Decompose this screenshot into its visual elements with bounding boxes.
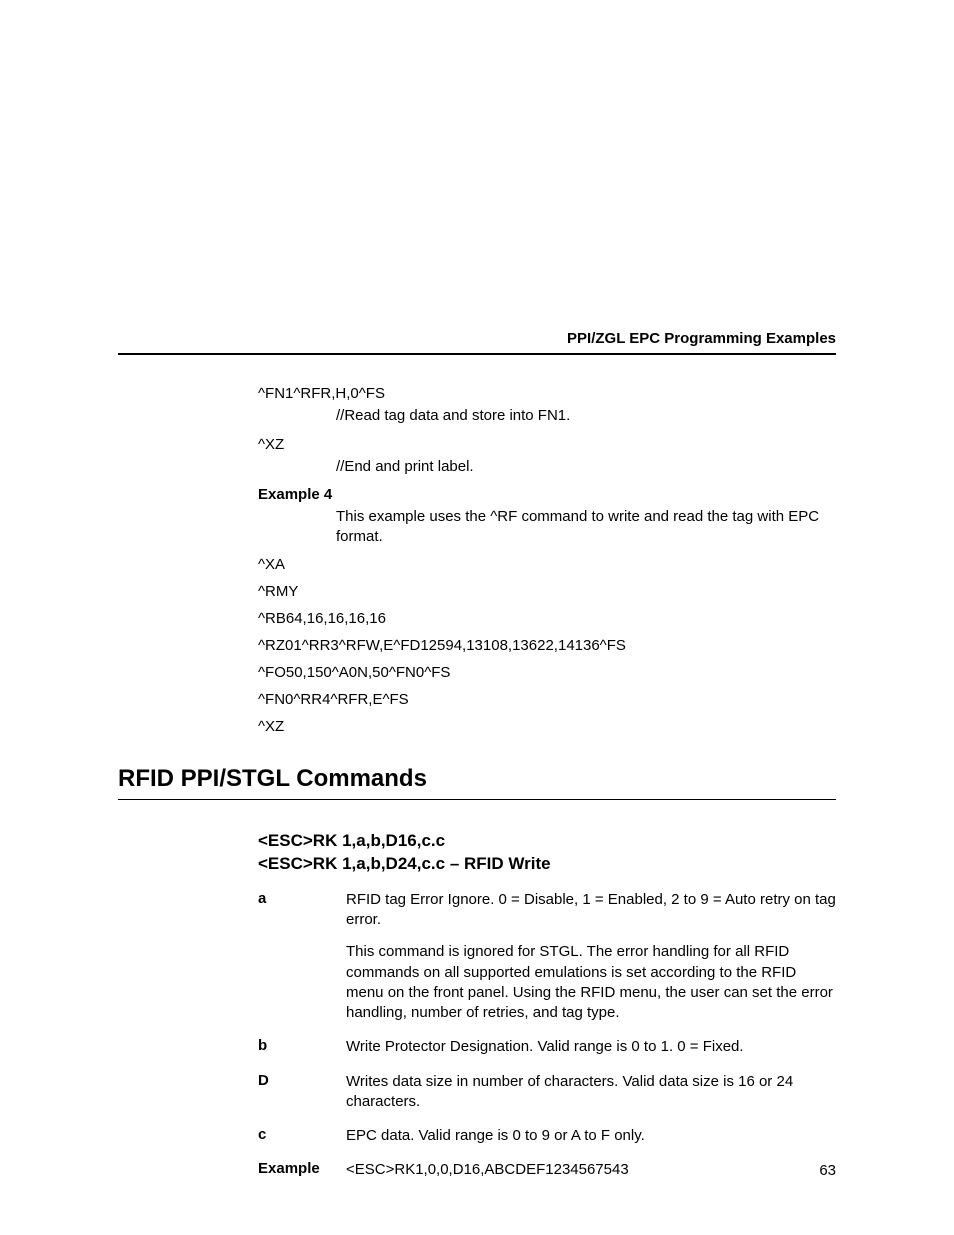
code-line: ^XA [258, 556, 836, 573]
code-desc: //Read tag data and store into FN1. [336, 406, 836, 426]
code-line: ^FN1^RFR,H,0^FS [258, 385, 836, 402]
param-row: D Writes data size in number of characte… [258, 1072, 836, 1113]
param-label: b [258, 1037, 346, 1057]
code-line: ^RMY [258, 583, 836, 600]
param-label: D [258, 1072, 346, 1113]
code-line: ^XZ [258, 436, 836, 453]
section-body: <ESC>RK 1,a,b,D16,c.c <ESC>RK 1,a,b,D24,… [258, 830, 836, 1181]
header-rule [118, 353, 836, 355]
param-row: c EPC data. Valid range is 0 to 9 or A t… [258, 1126, 836, 1146]
param-table: a RFID tag Error Ignore. 0 = Disable, 1 … [258, 890, 836, 1181]
section-heading: RFID PPI/STGL Commands [118, 765, 954, 793]
sub-heading: <ESC>RK 1,a,b,D16,c.c <ESC>RK 1,a,b,D24,… [258, 830, 836, 876]
param-para: Write Protector Designation. Valid range… [346, 1037, 744, 1057]
param-label: c [258, 1126, 346, 1146]
param-para: This command is ignored for STGL. The er… [346, 942, 836, 1023]
param-label: a [258, 890, 346, 1024]
param-desc: <ESC>RK1,0,0,D16,ABCDEF1234567543 [346, 1160, 629, 1180]
code-line: ^RB64,16,16,16,16 [258, 610, 836, 627]
header-title: PPI/ZGL EPC Programming Examples [0, 330, 954, 347]
code-line: ^FN0^RR4^RFR,E^FS [258, 691, 836, 708]
param-desc: Writes data size in number of characters… [346, 1072, 836, 1113]
param-para: EPC data. Valid range is 0 to 9 or A to … [346, 1126, 645, 1146]
param-row: b Write Protector Designation. Valid ran… [258, 1037, 836, 1057]
example-label: Example 4 [258, 486, 836, 503]
example-desc: This example uses the ^RF command to wri… [336, 507, 836, 546]
param-row: Example <ESC>RK1,0,0,D16,ABCDEF123456754… [258, 1160, 836, 1180]
sub-heading-line: <ESC>RK 1,a,b,D24,c.c – RFID Write [258, 853, 836, 876]
code-line: ^FO50,150^A0N,50^FN0^FS [258, 664, 836, 681]
param-desc: Write Protector Designation. Valid range… [346, 1037, 744, 1057]
param-para: <ESC>RK1,0,0,D16,ABCDEF1234567543 [346, 1160, 629, 1180]
page-number: 63 [819, 1162, 836, 1179]
param-desc: EPC data. Valid range is 0 to 9 or A to … [346, 1126, 645, 1146]
code-line: ^RZ01^RR3^RFW,E^FD12594,13108,13622,1413… [258, 637, 836, 654]
body-column: ^FN1^RFR,H,0^FS //Read tag data and stor… [258, 385, 836, 735]
param-row: a RFID tag Error Ignore. 0 = Disable, 1 … [258, 890, 836, 1024]
param-label: Example [258, 1160, 346, 1180]
sub-heading-line: <ESC>RK 1,a,b,D16,c.c [258, 830, 836, 853]
param-para: RFID tag Error Ignore. 0 = Disable, 1 = … [346, 890, 836, 931]
header-block: PPI/ZGL EPC Programming Examples [0, 0, 954, 355]
param-desc: RFID tag Error Ignore. 0 = Disable, 1 = … [346, 890, 836, 1024]
param-para: Writes data size in number of characters… [346, 1072, 836, 1113]
code-desc: //End and print label. [336, 457, 836, 477]
page: PPI/ZGL EPC Programming Examples ^FN1^RF… [0, 0, 954, 1235]
section-rule [118, 799, 836, 800]
code-line: ^XZ [258, 718, 836, 735]
